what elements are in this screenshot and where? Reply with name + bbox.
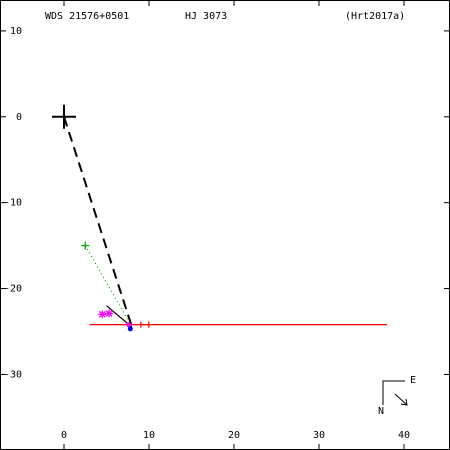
marker (52, 104, 77, 129)
segment (63, 116, 133, 328)
compass-north: N (378, 406, 384, 417)
y-tick-label: -20 (4, 284, 22, 295)
marker (127, 326, 133, 332)
marker (81, 241, 90, 250)
compass-east: E (410, 375, 416, 386)
x-tick-label: 20 (228, 430, 240, 441)
x-tick-label: 40 (398, 430, 410, 441)
compass-axes (382, 380, 405, 405)
y-tick-label: -30 (4, 369, 22, 380)
reference: (Hrt2017a) (345, 11, 405, 22)
x-tick-label: 0 (61, 430, 67, 441)
compass (382, 380, 408, 406)
compass-arrow (394, 393, 408, 406)
chart-subtitle: HJ 3073 (185, 11, 227, 22)
compass-arrowhead (400, 398, 408, 406)
marker (126, 322, 132, 328)
y-tick-label: 0 (16, 112, 22, 123)
y-tick-label: 10 (10, 26, 22, 37)
chart-title: WDS 21576+0501 (45, 11, 129, 22)
marker (98, 310, 107, 319)
marker (140, 321, 150, 328)
marker (105, 309, 114, 318)
y-tick-label: -10 (4, 198, 22, 209)
x-tick-label: 30 (313, 430, 325, 441)
x-tick-label: 10 (143, 430, 155, 441)
